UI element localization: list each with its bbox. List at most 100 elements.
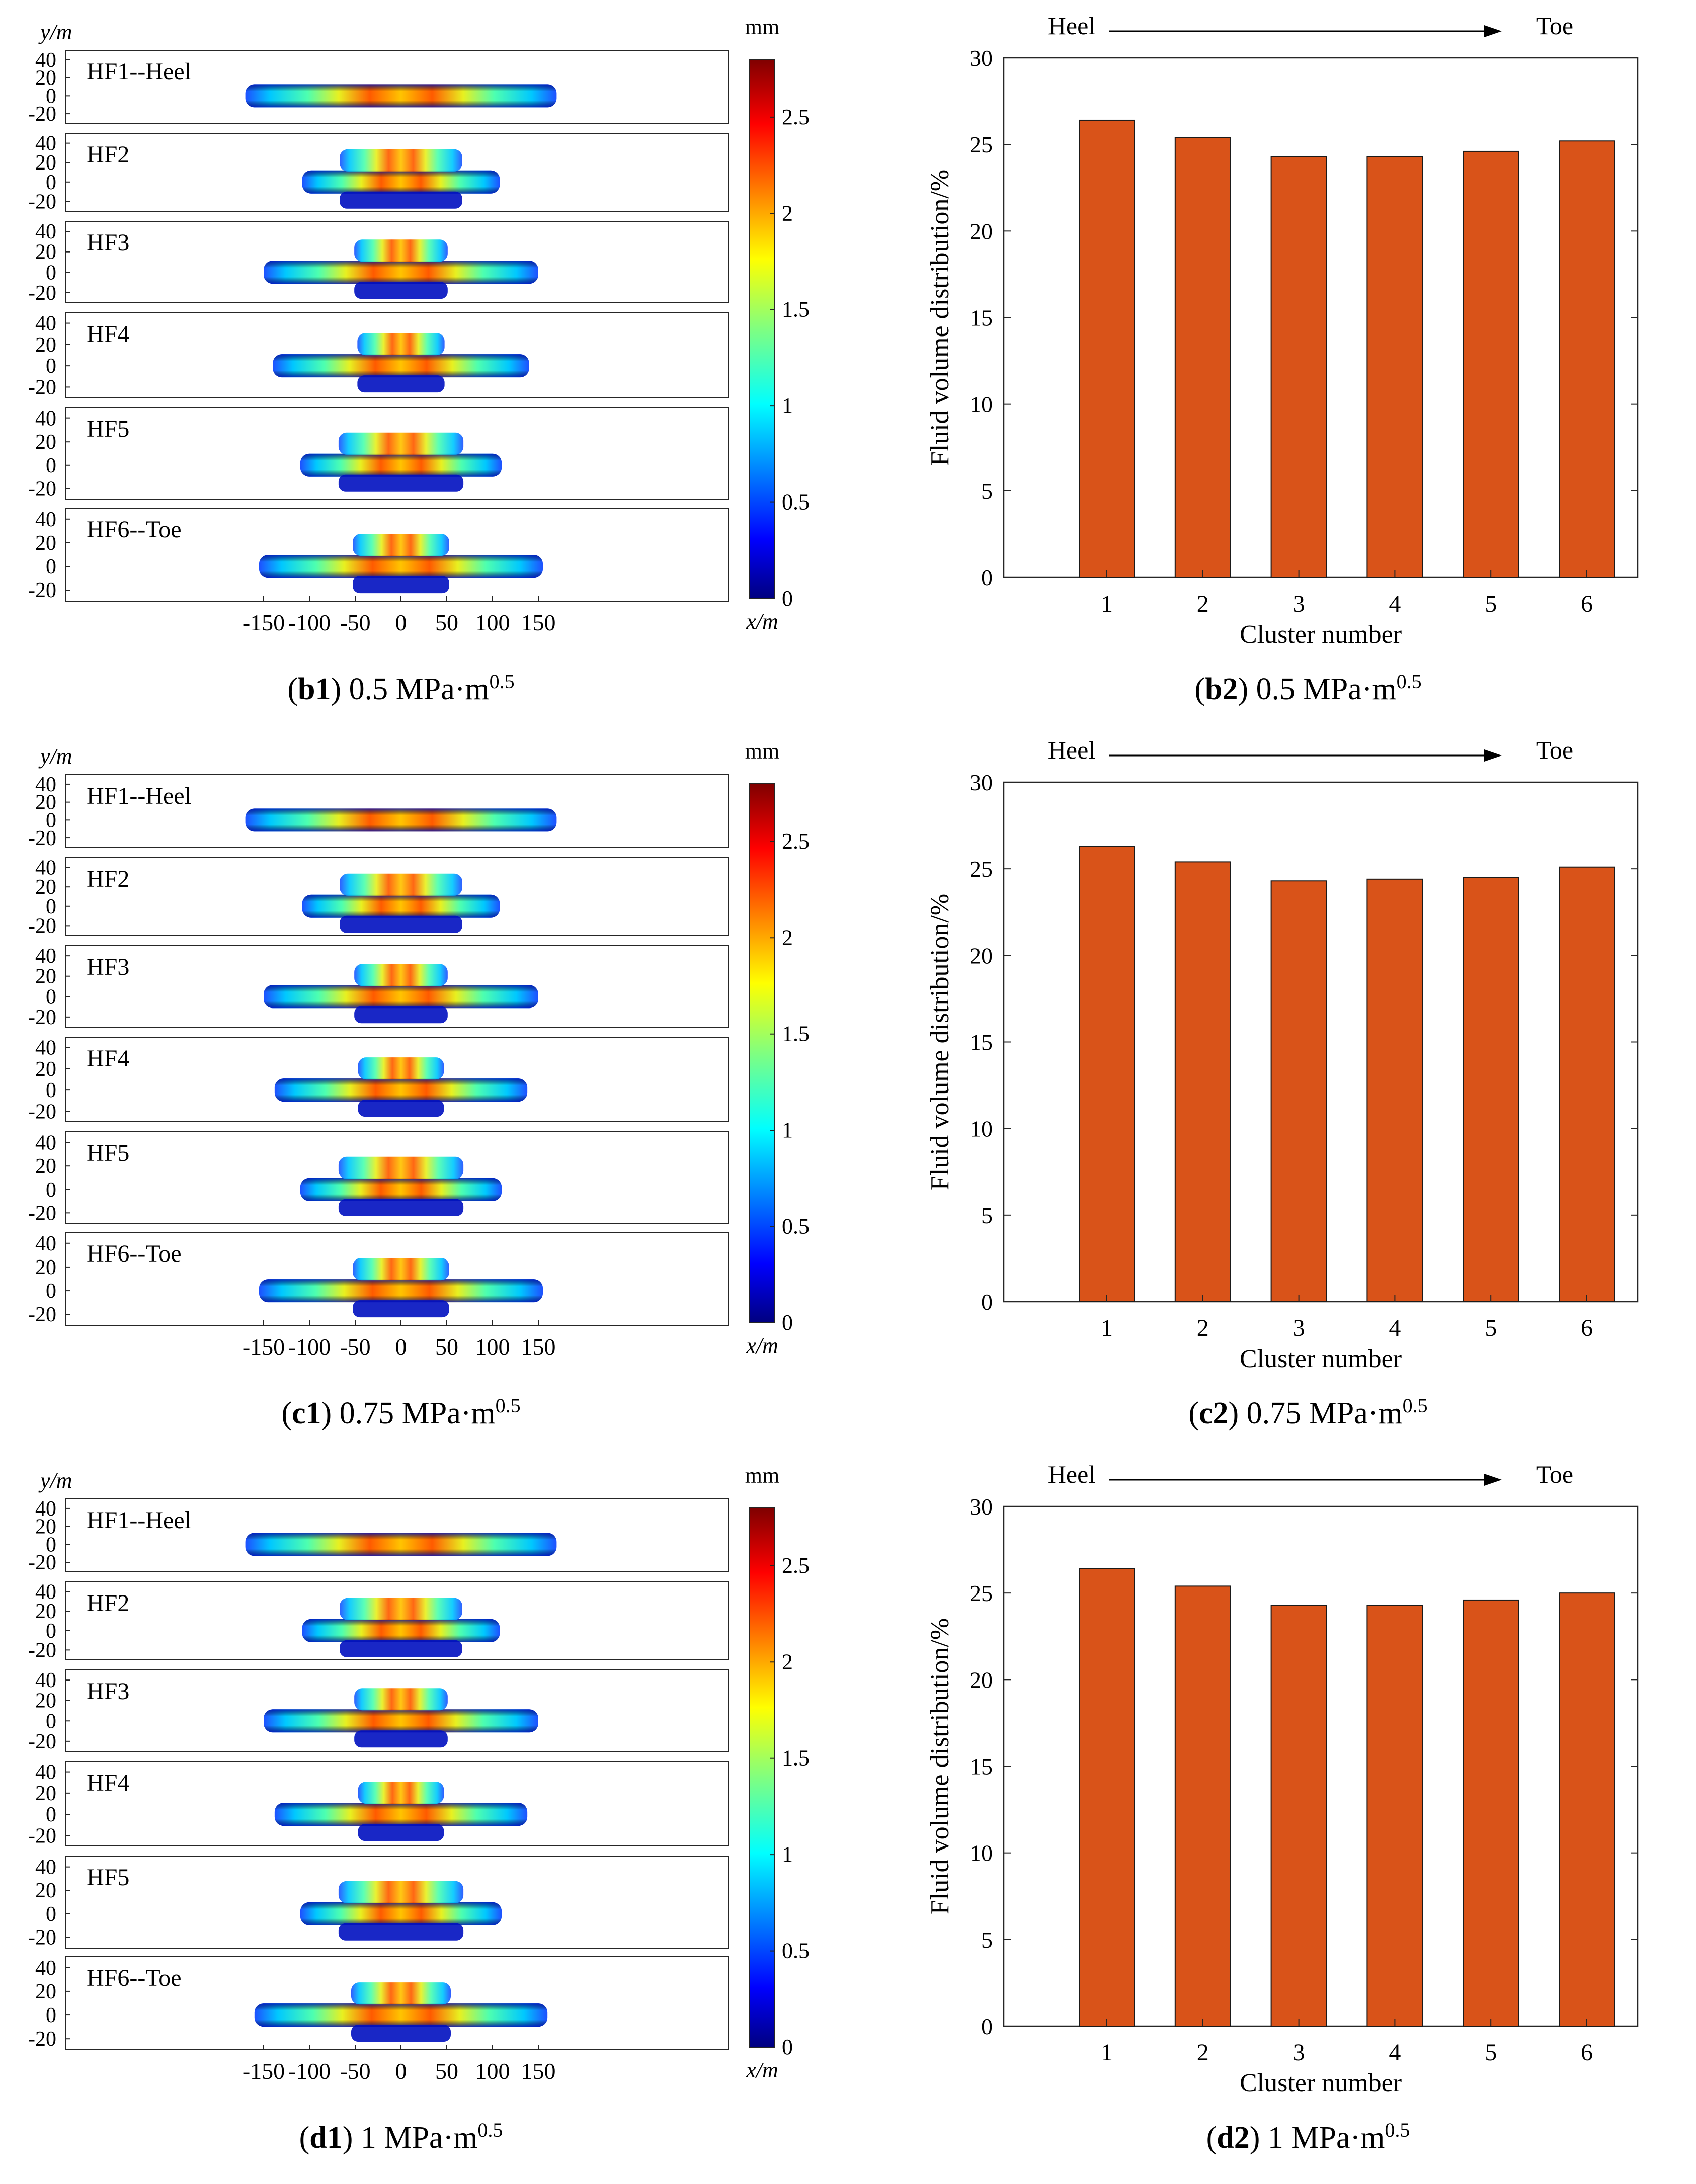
x-tick-label: 5 — [1485, 2039, 1497, 2066]
toe-label: Toe — [1536, 1460, 1573, 1488]
y-tick-label: 0 — [46, 1179, 56, 1202]
fracture-lobe — [357, 333, 445, 356]
y-tick-label: 15 — [970, 1030, 993, 1055]
caption-text: ) 0.75 MPa·m — [1229, 1396, 1403, 1431]
y-tick-label: -20 — [28, 827, 56, 850]
x-tick-label: 2 — [1197, 1315, 1209, 1341]
bar-chart-b2: Heel Toe 0 5 10 15 20 25 30 1 2 3 4 5 6 Cluster number F… — [926, 12, 1639, 706]
bar-chart-d2: Heel Toe 0 5 10 15 20 25 30 1 2 3 4 5 6 Cluster number F… — [926, 1460, 1639, 2155]
fracture-label: HF1--Heel — [87, 783, 191, 809]
y-axis-label: y/m — [38, 1468, 72, 1493]
y-tick-label: 0 — [46, 1710, 56, 1733]
fracture-band-edge — [300, 1178, 502, 1201]
caption-tag: b1 — [298, 672, 331, 706]
y-tick-label: 20 — [35, 241, 56, 264]
y-tick-label: 5 — [981, 1203, 993, 1228]
y-tick-label: 20 — [35, 67, 56, 90]
y-tick-label: -20 — [28, 1100, 56, 1123]
caption-tag: c1 — [292, 1396, 321, 1431]
colorbar — [749, 1507, 775, 2048]
caption-tag: b2 — [1205, 672, 1238, 706]
fracture-label: HF3 — [87, 1678, 129, 1705]
fracture-lobe — [358, 1057, 444, 1080]
caption-c1: (c1) 0.75 MPa·m0.5 — [281, 1394, 520, 1431]
fracture-band-edge — [259, 555, 543, 578]
fracture-lobe — [358, 1782, 444, 1804]
x-tick-label: 0 — [395, 610, 407, 635]
fracture-lobe — [354, 1688, 448, 1711]
x-tick-label: 100 — [475, 2058, 510, 2084]
x-tick-label: 50 — [435, 2058, 458, 2084]
x-tick-label: -100 — [288, 610, 331, 635]
fracture-label: HF5 — [87, 1140, 129, 1166]
bar-cluster-1 — [1079, 1568, 1135, 2027]
bar-cluster-6 — [1559, 1592, 1615, 2027]
x-tick-label: 5 — [1485, 591, 1497, 617]
colorbar-tick-label: 0 — [782, 1310, 793, 1335]
bar-cluster-4 — [1366, 1605, 1423, 2027]
fracture-lobe — [353, 1258, 449, 1281]
y-tick-label: 20 — [35, 1879, 56, 1902]
y-tick-label: 0 — [46, 1533, 56, 1556]
caption-tag: d2 — [1217, 2121, 1249, 2155]
fracture-lower-lobe — [353, 576, 449, 594]
y-tick-label: 0 — [981, 2013, 993, 2039]
colorbar-tick-label: 1 — [782, 393, 793, 418]
fracture-label: HF4 — [87, 1770, 129, 1796]
x-tick-label: 150 — [521, 1334, 556, 1360]
y-tick-label: -20 — [28, 1730, 56, 1753]
x-tick-label: 2 — [1197, 2039, 1209, 2066]
y-tick-label: 0 — [46, 171, 56, 194]
y-tick-label: 40 — [35, 857, 56, 880]
fracture-band-edge — [302, 894, 500, 918]
y-tick-label: -20 — [28, 914, 56, 938]
colorbar-tick-label: 1.5 — [782, 1746, 810, 1771]
bar-cluster-3 — [1270, 156, 1327, 578]
y-tick-label: 40 — [35, 1856, 56, 1879]
fracture-lobe — [338, 432, 464, 455]
y-tick-label: 20 — [35, 532, 56, 555]
colorbar-tick-label: 0.5 — [782, 490, 810, 515]
colorbar-tick-label: 2 — [782, 1649, 793, 1674]
caption-b1: (b1) 0.5 MPa·m0.5 — [287, 670, 514, 707]
x-axis-title: Cluster number — [1240, 620, 1402, 649]
fracture-label: HF3 — [87, 229, 129, 256]
y-tick-label: 40 — [35, 1957, 56, 1980]
y-tick-label: 20 — [35, 333, 56, 357]
colorbar-tick-label: 0.5 — [782, 1939, 810, 1963]
arrow-head — [1484, 1474, 1502, 1486]
fracture-band-edge — [274, 1078, 528, 1102]
x-tick-label: -150 — [243, 610, 285, 635]
y-tick-label: 20 — [35, 1690, 56, 1713]
colorbar-tick-label: 1 — [782, 1118, 793, 1142]
bar-cluster-2 — [1174, 861, 1231, 1302]
y-tick-label: 20 — [35, 1782, 56, 1805]
fracture-band-edge — [300, 1902, 502, 1925]
fracture-band-edge — [254, 2003, 548, 2027]
caption-paren: ( — [299, 2121, 310, 2155]
y-tick-label: 5 — [981, 478, 993, 504]
x-tick-label: 0 — [395, 2058, 407, 2084]
x-tick-label: 100 — [475, 1334, 510, 1360]
fracture-label: HF2 — [87, 1590, 129, 1617]
bar-cluster-2 — [1174, 1585, 1231, 2027]
y-tick-label: 25 — [970, 132, 993, 157]
fracture-lobe — [340, 873, 462, 896]
y-tick-label: 40 — [35, 1232, 56, 1255]
x-axis-label: x/m — [746, 609, 778, 634]
x-tick-label: 3 — [1293, 1315, 1305, 1341]
bar-cluster-3 — [1270, 1605, 1327, 2027]
colorbar — [749, 783, 775, 1323]
fracture-label: HF3 — [87, 954, 129, 980]
bar-cluster-4 — [1366, 878, 1423, 1302]
colorbar-tick-label: 1 — [782, 1842, 793, 1867]
x-tick-label: 100 — [475, 610, 510, 635]
fracture-band-edge — [302, 170, 500, 194]
fracture-label: HF5 — [87, 415, 129, 442]
